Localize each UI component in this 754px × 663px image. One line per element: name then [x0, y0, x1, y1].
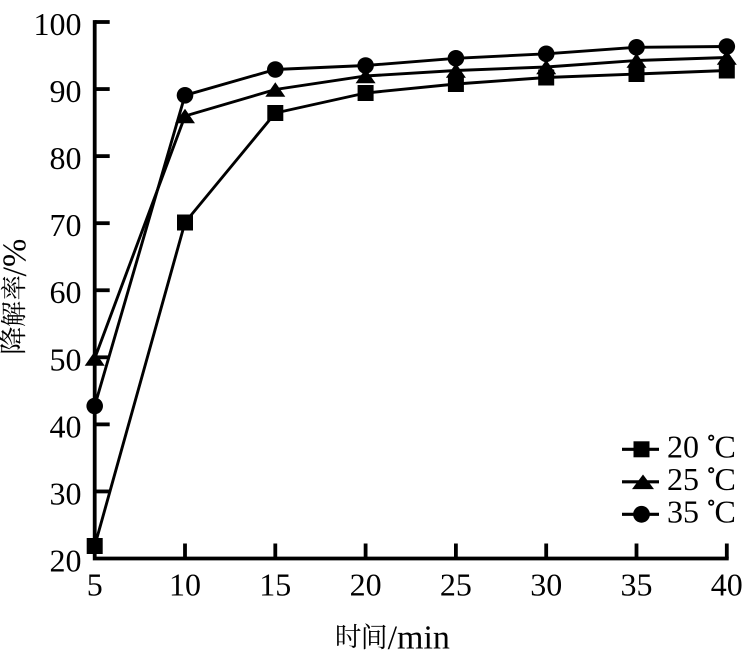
svg-text:5: 5 — [87, 567, 103, 603]
svg-text:C: C — [715, 428, 736, 464]
svg-text:25: 25 — [667, 461, 699, 497]
svg-text:40: 40 — [50, 408, 82, 444]
svg-text:35: 35 — [621, 567, 653, 603]
svg-text:30: 30 — [530, 567, 562, 603]
svg-text:25: 25 — [440, 567, 472, 603]
svg-text:50: 50 — [50, 341, 82, 377]
svg-text:/min: /min — [388, 619, 450, 656]
svg-text:20: 20 — [350, 567, 382, 603]
svg-text:C: C — [715, 493, 736, 529]
svg-text:10: 10 — [169, 567, 201, 603]
svg-text:/%: /% — [0, 239, 34, 277]
svg-text:20: 20 — [667, 428, 699, 464]
svg-text:30: 30 — [50, 475, 82, 511]
svg-text:90: 90 — [50, 73, 82, 109]
svg-text:40: 40 — [711, 567, 743, 603]
svg-text:80: 80 — [50, 140, 82, 176]
svg-text:70: 70 — [50, 207, 82, 243]
svg-text:20: 20 — [50, 543, 82, 579]
svg-text:100: 100 — [34, 6, 82, 42]
svg-text:60: 60 — [50, 274, 82, 310]
svg-text:15: 15 — [259, 567, 291, 603]
svg-text:35: 35 — [667, 493, 699, 529]
svg-text:C: C — [715, 461, 736, 497]
